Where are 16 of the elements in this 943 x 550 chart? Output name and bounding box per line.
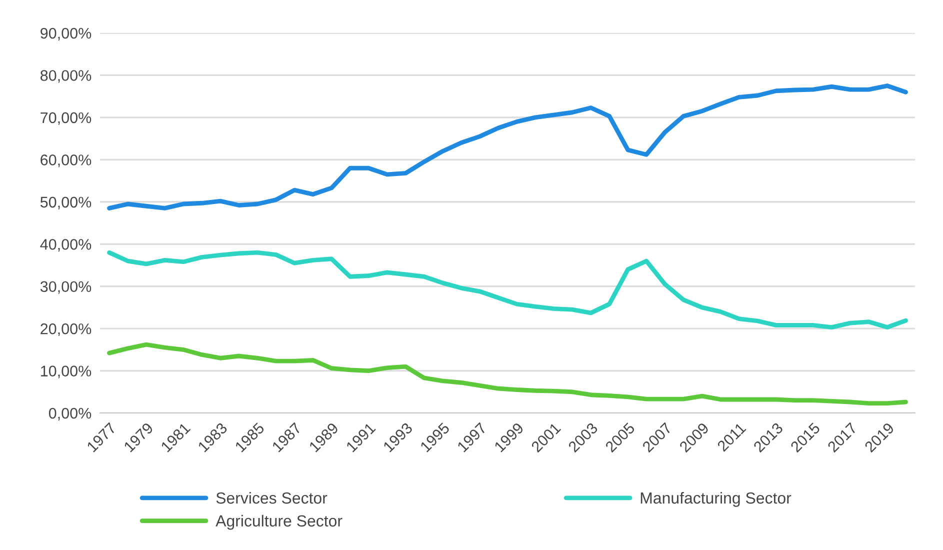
y-tick-label: 40,00% [40,238,92,252]
line-series [107,84,908,210]
y-tick-label: 20,00% [40,323,92,336]
y-tick-label: 10,00% [41,366,92,378]
legend-label: Agriculture Sector [216,514,342,530]
legend-label: Manufacturing Sector [640,492,792,507]
y-tick-label: 70,00% [40,112,92,125]
legend-label: Services Sector [216,492,328,504]
line-series [107,250,908,330]
y-tick-label: 50,00% [40,196,92,210]
y-tick-label: 90,00% [40,28,92,40]
y-tick-label: 80,00% [40,70,92,83]
y-tick-label: 0,00% [48,408,92,420]
y-tick-label: 60,00% [40,154,92,168]
line-series [107,342,908,406]
y-tick-label: 30,00% [40,281,92,294]
